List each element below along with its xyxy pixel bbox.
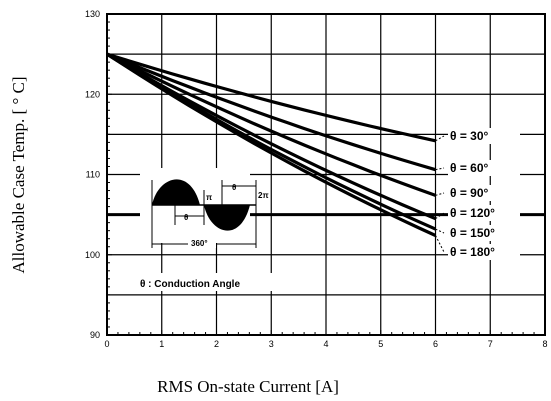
legend: θ = 30° θ = 60° θ = 90° θ = 120° θ = 150° θ =… xyxy=(435,128,520,260)
axis-ticks: 0 1 2 3 4 5 6 7 8 90 100 110 120 130 xyxy=(85,9,548,349)
legend-leader xyxy=(435,135,445,142)
series-lines xyxy=(106,52,437,237)
inset-theta2-label: θ xyxy=(232,183,236,192)
legend-leader xyxy=(435,167,445,171)
negative-half-wave xyxy=(204,205,250,231)
legend-leader xyxy=(435,235,445,253)
y-tick-label: 100 xyxy=(85,250,100,260)
conduction-angle-annotation: θ : Conduction Angle xyxy=(140,279,240,290)
series-line-3 xyxy=(106,52,437,197)
y-tick-label: 110 xyxy=(86,170,100,180)
x-tick-label: 3 xyxy=(269,339,274,349)
positive-half-wave xyxy=(152,179,200,205)
legend-label-bg xyxy=(448,205,520,221)
legend-label-6: θ = 180° xyxy=(450,245,495,259)
legend-label-bg xyxy=(448,185,520,201)
legend-label-4: θ = 120° xyxy=(450,206,495,220)
series-line-6 xyxy=(106,52,437,237)
x-tick-label: 6 xyxy=(433,339,438,349)
series-line-1 xyxy=(106,52,436,143)
legend-leader xyxy=(435,192,445,196)
inset-period-label: 360° xyxy=(191,239,208,248)
legend-label-bg xyxy=(448,244,520,260)
y-tick-label: 90 xyxy=(90,330,100,340)
legend-leader xyxy=(435,228,445,234)
x-tick-label: 7 xyxy=(488,339,493,349)
y-tick-label: 130 xyxy=(85,9,100,19)
legend-leader xyxy=(435,212,445,220)
x-tick-label: 2 xyxy=(214,339,219,349)
inset-2pi-label: 2π xyxy=(258,191,269,200)
legend-label-3: θ = 90° xyxy=(450,186,489,200)
series-line-4 xyxy=(106,52,437,221)
inset-period-label-bg xyxy=(188,236,216,248)
inset-theta-label: θ xyxy=(184,213,188,222)
y-axis-title: Allowable Case Temp. [ ° C] xyxy=(9,77,28,274)
x-tick-label: 8 xyxy=(542,339,547,349)
x-tick-label: 0 xyxy=(104,339,109,349)
x-tick-label: 5 xyxy=(378,339,383,349)
x-axis-title: RMS On-state Current [A] xyxy=(157,377,339,396)
y-tick-label: 120 xyxy=(85,89,100,99)
series-line-2 xyxy=(106,52,436,172)
legend-label-bg xyxy=(448,225,520,241)
inset-pi-label: π xyxy=(206,193,212,202)
x-tick-label: 1 xyxy=(159,339,164,349)
legend-label-1: θ = 30° xyxy=(450,129,489,143)
annotation-bg xyxy=(136,273,296,291)
x-tick-label: 4 xyxy=(323,339,328,349)
legend-label-bg xyxy=(448,160,520,176)
waveform-inset: θ θ π 2π 360° xyxy=(140,168,269,248)
legend-label-bg xyxy=(448,128,520,144)
legend-label-2: θ = 60° xyxy=(450,161,489,175)
legend-label-5: θ = 150° xyxy=(450,226,495,240)
